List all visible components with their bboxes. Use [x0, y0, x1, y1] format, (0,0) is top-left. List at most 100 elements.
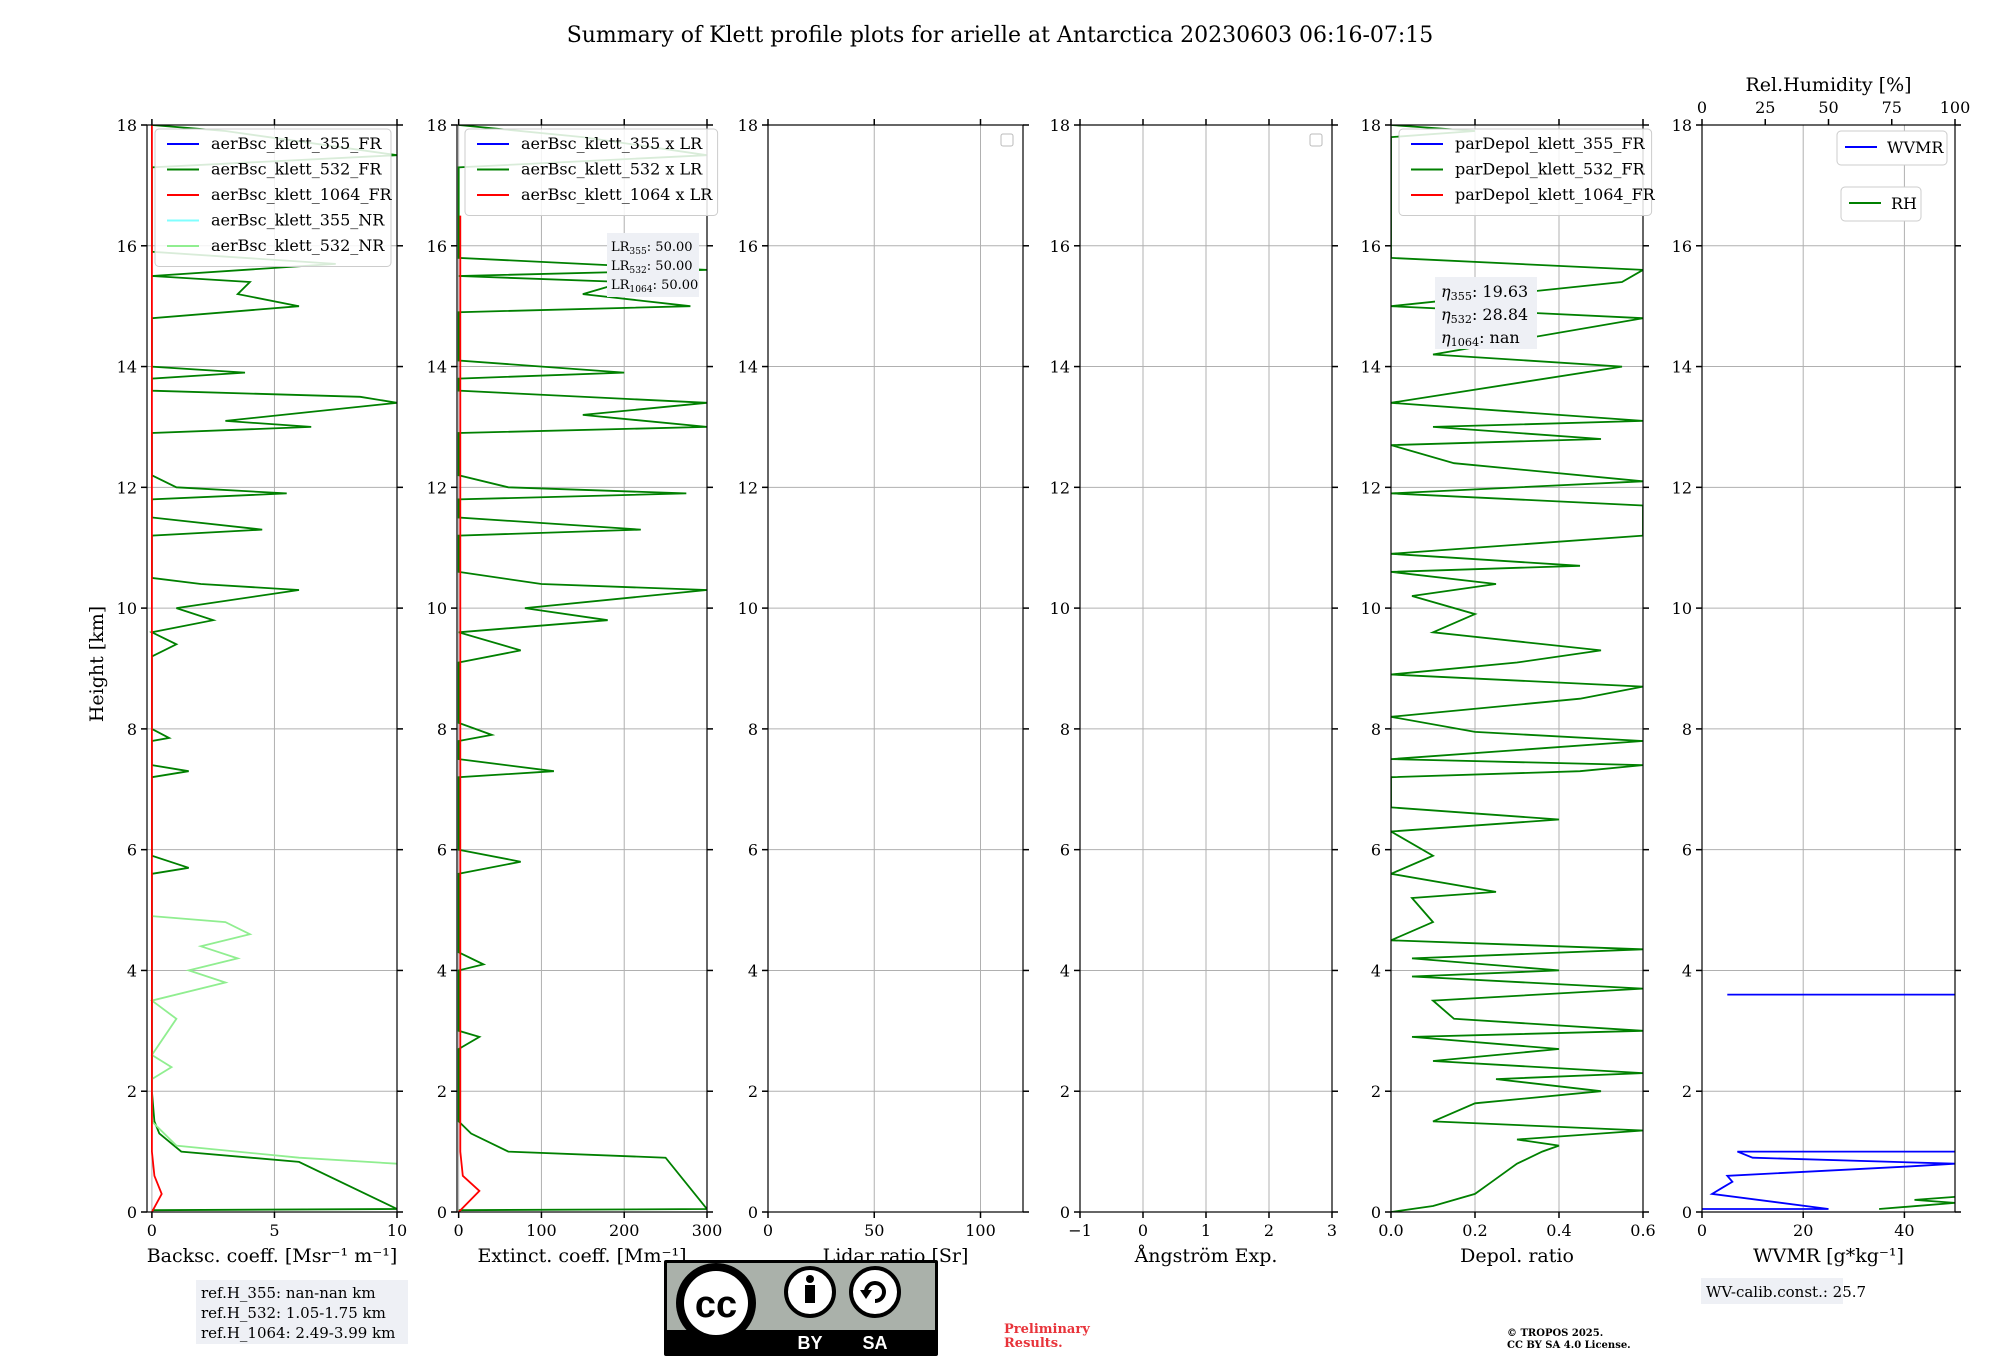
- y-tick-label: 6: [748, 841, 758, 860]
- x-tick-label: 0: [1138, 1221, 1148, 1240]
- y-tick-label: 8: [748, 720, 758, 739]
- x-axis-label: WVMR [g*kg⁻¹]: [1753, 1245, 1904, 1267]
- top-x-tick-label: 25: [1755, 98, 1775, 117]
- legend-label: aerBsc_klett_532_NR: [211, 236, 385, 255]
- lidar-ratio-box: [607, 233, 699, 297]
- ref-height-box-bg: [196, 1280, 408, 1344]
- preliminary-line1: Preliminary: [1004, 1322, 1090, 1337]
- legend-label: aerBsc_klett_532_FR: [211, 160, 382, 179]
- ref-height-1064: ref.H_1064: 2.49-3.99 km: [201, 1324, 395, 1342]
- panel-wvmr: 0 2 4 6 8 10 12 14 16 18 0 20 40 WVMR [g*kg⁻¹] 0 25 50 75…: [1672, 74, 1971, 1267]
- y-tick-label: 8: [1060, 720, 1070, 739]
- y-tick-label: 6: [437, 841, 447, 860]
- legend-box: [154, 128, 392, 267]
- legend-label: aerBsc_klett_1064_FR: [211, 185, 393, 204]
- preliminary-line2: Results.: [1004, 1336, 1063, 1351]
- x-tick-label: 0: [454, 1221, 464, 1240]
- eta-532: η532: 28.84: [1441, 305, 1528, 326]
- y-tick-label: 4: [1682, 961, 1692, 980]
- copyright-line1: © TROPOS 2025.: [1507, 1328, 1603, 1339]
- ref-height-355: ref.H_355: nan-nan km: [201, 1284, 376, 1302]
- x-tick-label: 0.0: [1378, 1221, 1403, 1240]
- y-tick-label: 14: [1050, 358, 1070, 377]
- top-x-tick-label: 50: [1818, 98, 1838, 117]
- y-tick-label: 8: [127, 720, 137, 739]
- y-tick-label: 10: [1050, 599, 1070, 618]
- x-axis-label: Depol. ratio: [1460, 1245, 1574, 1267]
- x-axis-label: Extinct. coeff. [Mm⁻¹]: [477, 1245, 686, 1267]
- legend-label: aerBsc_klett_355_NR: [211, 211, 385, 230]
- lidar-ratio-1064: LR1064: 50.00: [611, 278, 698, 295]
- legend-label: aerBsc_klett_355_FR: [211, 134, 382, 153]
- y-tick-label: 2: [1682, 1082, 1692, 1101]
- y-tick-label: 2: [1060, 1082, 1070, 1101]
- y-tick-label: 18: [427, 116, 447, 135]
- y-tick-label: 8: [1682, 720, 1692, 739]
- eta-1064: η1064: nan: [1441, 328, 1520, 349]
- legend-label: aerBsc_klett_355 x LR: [521, 134, 703, 153]
- x-tick-label: 0: [147, 1221, 157, 1240]
- x-tick-label: 200: [609, 1221, 640, 1240]
- lidar-ratio-355: LR355: 50.00: [611, 240, 693, 257]
- y-tick-label: 2: [127, 1082, 137, 1101]
- panel-backscatter: 0 2 4 6 8 10 12 14 16 18 0 5 10 Backsc. coeff. [Msr⁻¹…: [117, 116, 408, 1267]
- series-line-RH: [1879, 1196, 1955, 1210]
- figure-title: Summary of Klett profile plots for ariel…: [567, 23, 1434, 48]
- x-tick-label: 100: [965, 1221, 996, 1240]
- legend-label: aerBsc_klett_532 x LR: [521, 160, 703, 179]
- license-by: BY: [797, 1333, 822, 1353]
- top-x-axis-label: Rel.Humidity [%]: [1745, 74, 1911, 96]
- y-tick-label: 16: [1050, 237, 1070, 256]
- y-tick-label: 18: [738, 116, 758, 135]
- top-x-tick-label: 75: [1882, 98, 1902, 117]
- eta-box: [1435, 277, 1537, 349]
- legend-box: [1398, 128, 1653, 216]
- y-tick-label: 10: [738, 599, 758, 618]
- x-tick-label: 0.6: [1630, 1221, 1655, 1240]
- wv-calib-box: [1701, 1278, 1843, 1304]
- cc-license-logo: cc BY SA: [664, 1260, 938, 1356]
- empty-legend-box: [1000, 133, 1014, 147]
- x-tick-label: 40: [1894, 1221, 1914, 1240]
- y-tick-label: 18: [1672, 116, 1692, 135]
- panel-extinction: 0 2 4 6 8 10 12 14 16 18 0 100 200 300 Extinct. coeff.…: [427, 116, 723, 1267]
- eta-355: η355: 19.63: [1441, 282, 1528, 303]
- empty-legend-box: [1309, 133, 1323, 147]
- series-line-WVMR: [1702, 1150, 1955, 1210]
- y-tick-label: 10: [117, 599, 137, 618]
- x-tick-label: 1: [1201, 1221, 1211, 1240]
- y-tick-label: 2: [1371, 1082, 1381, 1101]
- y-tick-label: 4: [1060, 961, 1070, 980]
- x-tick-label: 0: [1697, 1221, 1707, 1240]
- top-x-tick-label: 100: [1940, 98, 1971, 117]
- axes-frame: [1390, 124, 1644, 1213]
- y-tick-label: 4: [748, 961, 758, 980]
- y-tick-label: 14: [738, 358, 758, 377]
- y-tick-label: 8: [1371, 720, 1381, 739]
- y-tick-label: 6: [1371, 841, 1381, 860]
- y-tick-label: 18: [117, 116, 137, 135]
- x-tick-label: 0.2: [1462, 1221, 1487, 1240]
- y-tick-label: 14: [117, 358, 137, 377]
- y-tick-label: 0: [1682, 1203, 1692, 1222]
- x-tick-label: −1: [1068, 1221, 1092, 1240]
- legend-label: parDepol_klett_355_FR: [1455, 134, 1646, 153]
- y-tick-label: 16: [1361, 237, 1381, 256]
- series-line-aerBsc_klett_532 x LR: [457, 125, 707, 1212]
- legend-box: [464, 128, 719, 216]
- series-line-aerBsc_klett_1064_FR: [150, 125, 163, 1212]
- y-tick-label: 6: [1682, 841, 1692, 860]
- series-line-parDepol_klett_532_FR: [1391, 125, 1643, 1212]
- y-tick-label: 10: [1361, 599, 1381, 618]
- wv-calib-text: WV-calib.const.: 25.7: [1706, 1283, 1866, 1301]
- legend-label-rh: RH: [1891, 194, 1917, 213]
- x-tick-label: 50: [864, 1221, 884, 1240]
- y-tick-label: 0: [748, 1203, 758, 1222]
- y-tick-label: 10: [1672, 599, 1692, 618]
- y-tick-label: 16: [738, 237, 758, 256]
- y-tick-label: 18: [1050, 116, 1070, 135]
- x-tick-label: 3: [1327, 1221, 1337, 1240]
- copyright-line2: CC BY SA 4.0 License.: [1507, 1340, 1631, 1351]
